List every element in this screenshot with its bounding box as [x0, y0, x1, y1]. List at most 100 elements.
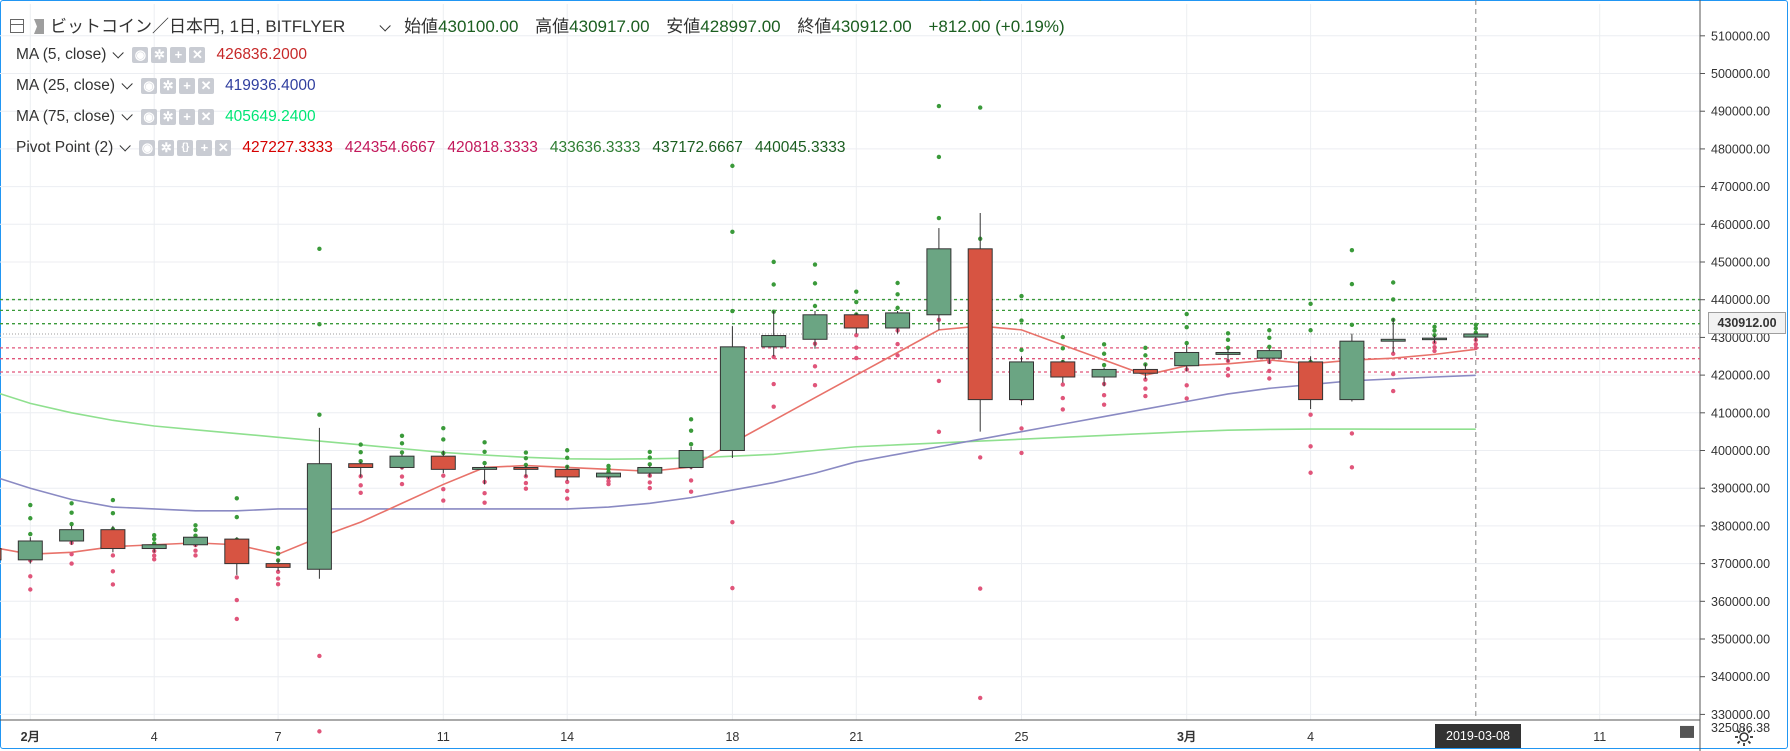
pivot-dot-support [936, 429, 942, 434]
candle [967, 213, 993, 432]
pivot-dot-support [1143, 393, 1148, 399]
pivot-dot-resistance [854, 299, 859, 305]
pivot-dot-resistance [1225, 331, 1231, 336]
indicator-row[interactable]: MA (25, close) ◉ ✲ + ✕ 419936.4000 [16, 75, 320, 97]
last-price-label: 430912.00 [1708, 312, 1786, 334]
plus-icon[interactable]: + [179, 109, 196, 125]
gear-icon[interactable]: ✲ [151, 47, 168, 63]
high-value: 430917.00 [569, 17, 650, 36]
close-icon[interactable]: ✕ [215, 140, 232, 156]
gear-icon[interactable] [1734, 727, 1754, 747]
time-tick-label: 18 [725, 730, 739, 744]
pivot-dot-support [1349, 431, 1355, 436]
indicator-row[interactable]: MA (75, close) ◉ ✲ + ✕ 405649.2400 [16, 106, 320, 128]
symbol-title[interactable]: ビットコイン／日本円, 1日, BITFLYER [50, 17, 346, 36]
pivot-dot-support [152, 557, 157, 562]
flag-icon[interactable] [34, 19, 44, 34]
pivot-dot-support [1391, 371, 1396, 377]
pivot-dot-support [358, 490, 363, 496]
pivot-dot-support [1101, 402, 1107, 407]
pivot-dot-support [936, 378, 942, 384]
chevron-down-icon[interactable] [379, 20, 392, 32]
indicator-row[interactable]: MA (5, close) ◉ ✲ + ✕ 426836.2000 [16, 44, 311, 66]
candle-body [802, 314, 828, 340]
indicator-title[interactable]: MA (5, close) [16, 46, 107, 63]
pivot-dot-support [523, 480, 529, 486]
candle-body [265, 563, 291, 568]
pivot-dot-resistance [688, 442, 694, 447]
gear-icon[interactable]: ✲ [158, 140, 175, 156]
braces-icon[interactable]: {} [177, 140, 194, 156]
eye-icon[interactable]: ◉ [141, 109, 158, 125]
price-tick-label: 400000.00 [1711, 444, 1770, 458]
close-icon[interactable]: ✕ [189, 47, 206, 63]
pivot-dot-resistance [688, 417, 694, 422]
pivot-dot-support [978, 455, 983, 460]
pivot-dot-support [69, 551, 74, 557]
indicator-title[interactable]: MA (75, close) [16, 108, 116, 125]
candle [1339, 333, 1365, 402]
chevron-down-icon[interactable] [121, 109, 133, 121]
pivot-dot-support [317, 653, 322, 659]
pivot-dot-support [771, 354, 776, 360]
indicator-title[interactable]: MA (25, close) [16, 77, 116, 94]
price-tick-label: 330000.00 [1711, 708, 1770, 722]
pivot-dots [28, 0, 1479, 734]
candle-body [1298, 361, 1324, 401]
time-tick-label: 14 [560, 730, 574, 744]
candle [1298, 356, 1324, 410]
candle-body [1422, 337, 1447, 341]
pivot-dot-support [28, 574, 33, 579]
candle [0, 548, 2, 561]
candle-body [761, 335, 787, 348]
eye-icon[interactable]: ◉ [132, 47, 149, 63]
pivot-dot-support [1143, 386, 1148, 391]
pivot-dot-support [110, 553, 116, 558]
pivot-dot-resistance [1225, 337, 1231, 343]
close-icon[interactable]: ✕ [198, 109, 215, 125]
indicator-title[interactable]: Pivot Point (2) [16, 139, 114, 156]
pivot-dot-support [28, 587, 33, 592]
gear-icon[interactable]: ✲ [160, 109, 177, 125]
price-tick-label: 450000.00 [1711, 256, 1770, 270]
collapse-icon[interactable] [10, 19, 24, 33]
candle [1380, 318, 1406, 353]
pivot-dot-resistance [275, 545, 281, 551]
candle [1463, 333, 1489, 342]
indicator-value: 419936.4000 [225, 77, 316, 94]
price-tick-label: 490000.00 [1711, 105, 1770, 119]
chevron-down-icon[interactable] [121, 78, 133, 90]
pivot-dot-resistance [1019, 318, 1024, 323]
close-icon[interactable]: ✕ [198, 78, 215, 94]
plus-icon[interactable]: + [179, 78, 196, 94]
pivot-dot-support [1101, 393, 1107, 398]
candle-body [1256, 350, 1282, 359]
pivot-dot-support [110, 569, 116, 574]
eye-icon[interactable]: ◉ [141, 78, 158, 94]
plus-icon[interactable]: + [196, 140, 213, 156]
price-tick-label: 480000.00 [1711, 142, 1770, 156]
eye-icon[interactable]: ◉ [139, 140, 156, 156]
pivot-dot-resistance [895, 305, 900, 311]
pivot-dot-resistance [193, 527, 198, 533]
gear-icon[interactable]: ✲ [160, 78, 177, 94]
pivot-dot-resistance [1432, 328, 1437, 333]
indicator-value: 405649.2400 [225, 108, 316, 125]
time-tick-label: 4 [1307, 730, 1314, 744]
chevron-down-icon[interactable] [112, 47, 125, 59]
pivot-dot-resistance [152, 536, 157, 542]
pivot-dot-resistance [110, 511, 116, 516]
plus-icon[interactable]: + [170, 47, 187, 63]
pivot-dot-resistance [69, 521, 74, 527]
pivot-dot-resistance [28, 531, 33, 537]
chevron-down-icon[interactable] [119, 140, 132, 152]
pivot-dot-resistance [399, 433, 405, 439]
indicator-value: 424354.6667 [344, 139, 436, 156]
pivot-dot-support [1473, 342, 1479, 347]
candle-body [183, 536, 208, 546]
candle-body [389, 455, 415, 468]
indicator-row[interactable]: Pivot Point (2) ◉ ✲{} + ✕ 427227.3333 424354.6… [16, 137, 849, 159]
pivot-dot-resistance [730, 229, 735, 235]
pivot-dot-resistance [358, 442, 363, 447]
